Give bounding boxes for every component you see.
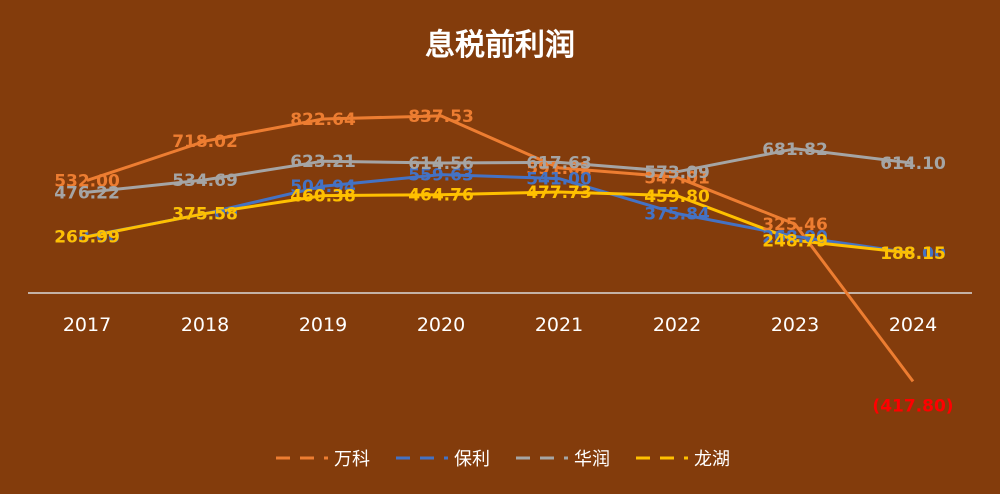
data-label: 718.02 <box>172 132 238 152</box>
data-label: 375.84 <box>644 205 710 225</box>
data-label: 504.94 <box>290 177 356 197</box>
data-label: 268.00 <box>54 227 120 247</box>
data-label: 464.76 <box>408 186 474 206</box>
data-label: 541.00 <box>526 170 592 190</box>
data-label: 614.56 <box>408 154 474 174</box>
x-tick-label: 2020 <box>417 314 465 336</box>
data-label: 325.46 <box>762 215 828 235</box>
data-label: 248.79 <box>762 231 828 251</box>
legend-label: 万科 <box>334 449 370 470</box>
x-tick-label: 2017 <box>63 314 111 336</box>
data-label: 614.10 <box>880 154 946 174</box>
data-label: 617.63 <box>526 153 592 173</box>
data-labels: 532.00 718.02 822.64 837.53 591.82 547.01 325.… <box>54 107 953 417</box>
data-label: 822.64 <box>290 110 356 130</box>
legend-label: 龙湖 <box>694 449 730 470</box>
data-label: 623.21 <box>290 152 356 172</box>
x-tick-label: 2022 <box>653 314 701 336</box>
data-label: 547.01 <box>644 168 710 188</box>
data-label: 573.09 <box>644 163 710 183</box>
series-line-3 <box>86 147 914 194</box>
x-tick-label: 2019 <box>299 314 347 336</box>
data-label: 375.00 <box>172 205 238 225</box>
legend-label: 保利 <box>454 449 490 470</box>
data-label: (417.80) <box>872 396 953 416</box>
series-layer <box>86 114 915 383</box>
data-label: 460.38 <box>290 187 356 207</box>
data-label: 375.58 <box>172 205 238 225</box>
data-label: 591.82 <box>526 159 592 179</box>
legend: 万科 保利 华润 龙湖 <box>276 449 730 470</box>
data-label: 559.63 <box>408 166 474 186</box>
x-axis: 2017 2018 2019 2020 2021 2022 2023 2024 <box>28 292 972 336</box>
x-tick-label: 2024 <box>889 314 937 336</box>
data-label: 265.99 <box>54 228 120 248</box>
data-label: 837.53 <box>408 107 474 127</box>
data-label: 188.00 <box>880 244 946 264</box>
data-label: 459.80 <box>644 187 710 207</box>
chart-title: 息税前利润 <box>425 28 575 63</box>
data-label: 188.15 <box>880 244 946 264</box>
data-label: 268.00 <box>762 227 828 247</box>
x-tick-label: 2018 <box>181 314 229 336</box>
data-label: 477.73 <box>526 183 592 203</box>
data-label: 534.69 <box>172 171 238 191</box>
legend-label: 华润 <box>574 449 610 470</box>
series-line-4 <box>86 190 914 255</box>
data-label: 476.22 <box>54 183 120 203</box>
x-tick-label: 2023 <box>771 314 819 336</box>
data-label: 532.00 <box>54 171 120 191</box>
series-line-1 <box>86 114 915 383</box>
x-tick-label: 2021 <box>535 314 583 336</box>
data-label: 681.82 <box>762 140 828 160</box>
